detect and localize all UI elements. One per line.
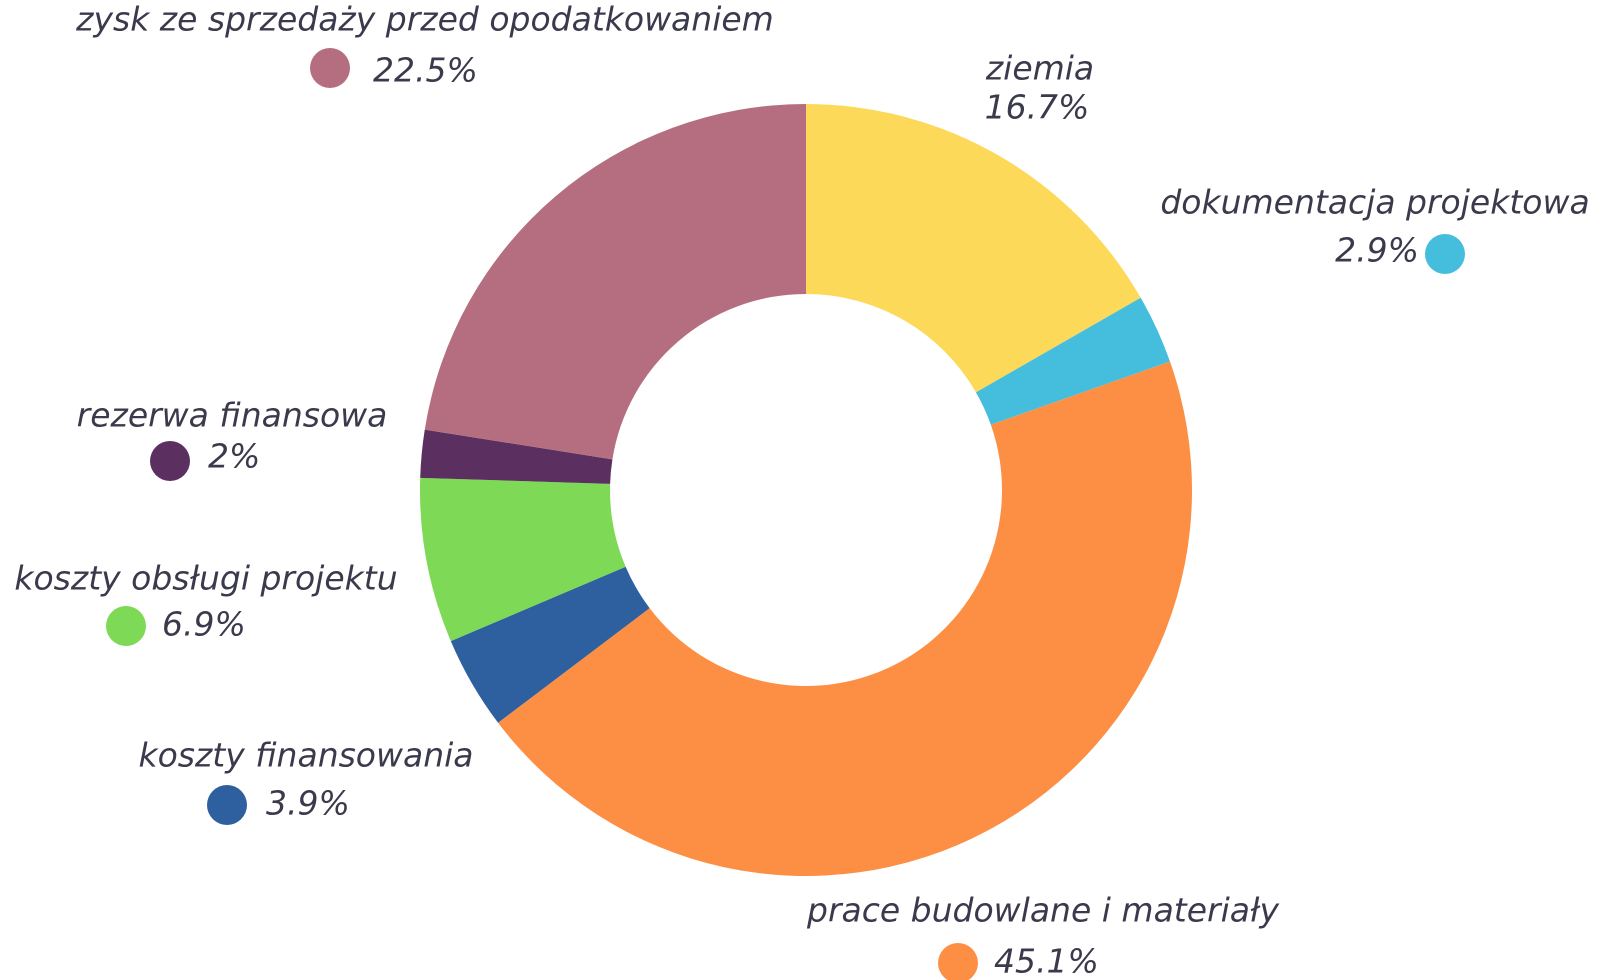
legend-dot (1425, 234, 1465, 274)
legend-dot (207, 785, 247, 825)
slice-label: rezerwa finansowa (77, 396, 388, 435)
slice-label: zysk ze sprzedaży przed opodatkowaniem (75, 0, 774, 39)
donut-slice (806, 104, 1141, 393)
value-label: 2.9% (1335, 231, 1419, 270)
slice-label: prace budowlane i materiały (806, 891, 1279, 930)
legend-dot (106, 606, 146, 646)
value-label: 3.9% (266, 784, 350, 823)
slice-label: ziemia (985, 49, 1094, 88)
value-label: 22.5% (373, 51, 478, 90)
value-label: 16.7% (985, 88, 1090, 127)
value-label: 2% (208, 437, 260, 476)
donut-slice (420, 477, 626, 642)
slice-label: koszty finansowania (138, 736, 473, 775)
slice-label: koszty obsługi projektu (14, 559, 397, 598)
donut-slice (424, 104, 806, 460)
donut-slice (498, 361, 1193, 877)
donut-slice (420, 429, 613, 484)
legend-dot (938, 943, 978, 980)
legend-dot (150, 441, 190, 481)
value-label: 6.9% (162, 605, 246, 644)
donut-slice (450, 566, 650, 723)
legend-dot (310, 48, 350, 88)
value-label: 45.1% (994, 942, 1099, 980)
slice-label: dokumentacja projektowa (1160, 183, 1589, 222)
donut-slice (975, 297, 1170, 425)
